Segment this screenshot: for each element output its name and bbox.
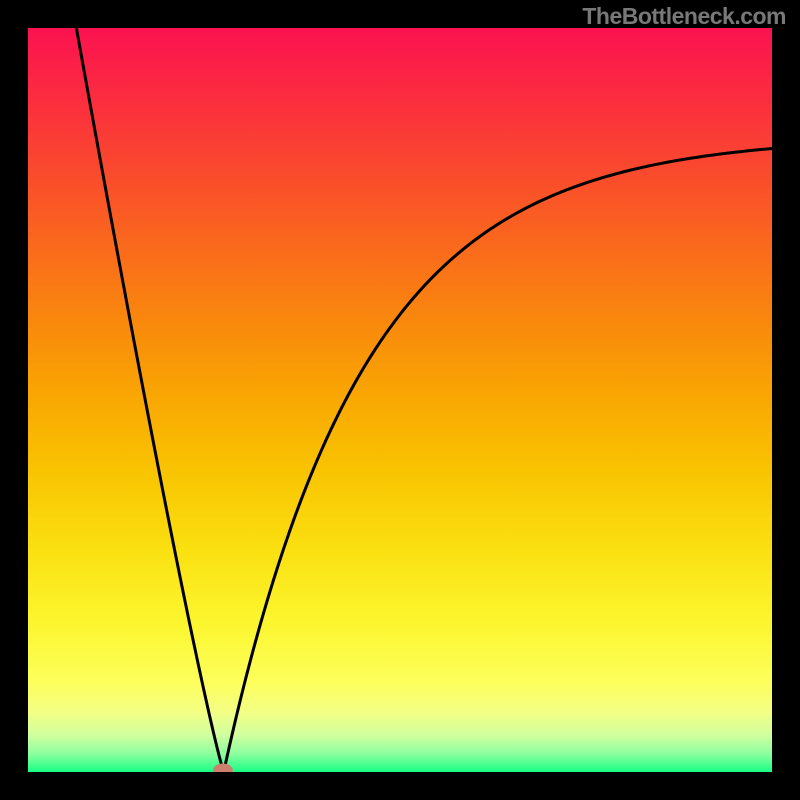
bottleneck-chart: TheBottleneck.com [0,0,800,800]
watermark-text: TheBottleneck.com [582,3,786,30]
gradient-background [28,28,772,772]
plot-area [28,28,772,772]
